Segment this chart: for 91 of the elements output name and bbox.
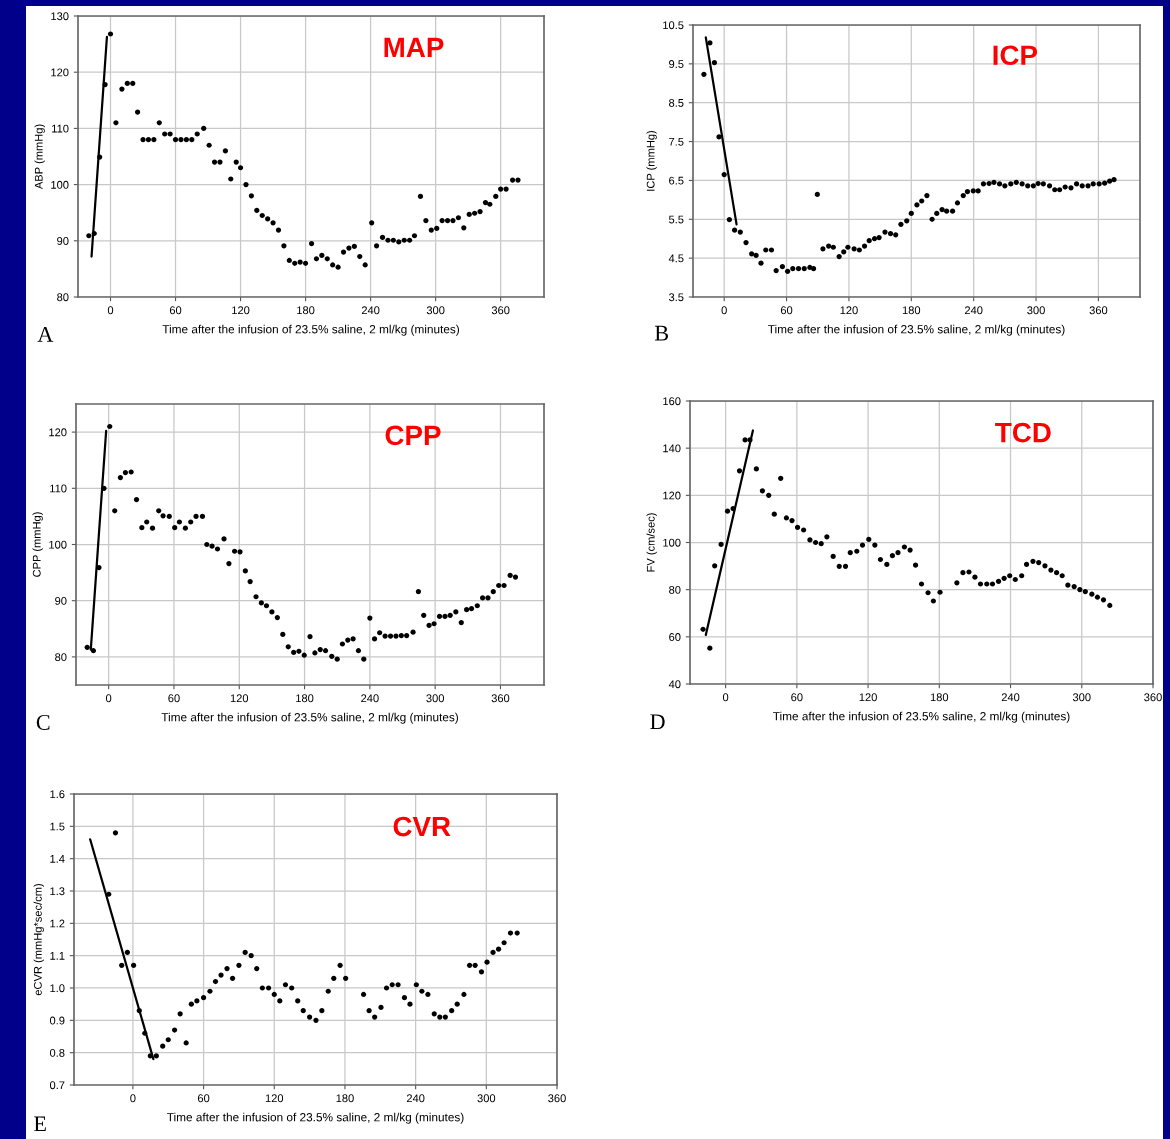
text: A <box>37 327 54 342</box>
y-tick-label: 1.4 <box>50 855 65 863</box>
x-axis-title: Time after the infusion of 23.5% saline, 2 ml/kg (minutes) <box>162 324 459 336</box>
x-axis-title: Time after the infusion of 23.5% saline, 2 ml/kg (minutes) <box>768 324 1065 336</box>
x-tick-label: 180 <box>297 306 315 315</box>
x-tick-label: 300 <box>1027 306 1045 315</box>
x-tick-label: 120 <box>230 694 249 703</box>
x-tick-label: 360 <box>491 306 510 315</box>
x-tick-label: 300 <box>426 306 445 315</box>
x-axis-title: Time after the infusion of 23.5% saline, 2 ml/kg (minutes) <box>773 711 1070 723</box>
y-axis-title: FV (cm/sec) <box>646 513 657 572</box>
x-tick-label: 120 <box>859 693 877 702</box>
text: MAP <box>384 37 444 57</box>
x-tick-label: 60 <box>197 1094 210 1103</box>
y-tick-label: 0.7 <box>49 1081 65 1090</box>
x-tick-label: 180 <box>296 694 314 703</box>
y-tick-label: 10.5 <box>663 21 684 30</box>
x-tick-label: 0 <box>721 306 727 315</box>
x-tick-label: 300 <box>1072 693 1091 702</box>
y-axis-title: ABP (mmHg) <box>34 124 45 190</box>
y-tick-label: 120 <box>663 491 681 500</box>
y-tick-label: 80 <box>57 293 69 302</box>
y-tick-label: 5.5 <box>668 215 684 224</box>
text: ICP <box>993 45 1038 66</box>
y-tick-label: 100 <box>51 180 69 189</box>
x-tick-label: 360 <box>1089 306 1108 315</box>
x-tick-label: 300 <box>477 1094 496 1103</box>
x-tick-label: 360 <box>548 1094 566 1103</box>
x-tick-label: 60 <box>791 693 803 702</box>
x-tick-label: 240 <box>964 306 983 315</box>
text: E <box>34 1116 46 1132</box>
text: CPP <box>385 425 441 446</box>
x-tick-label: 0 <box>107 306 114 315</box>
y-tick-label: 1.5 <box>50 822 65 831</box>
y-tick-label: 1.1 <box>50 952 65 960</box>
y-axis-title: CPP (mmHg) <box>32 512 43 577</box>
x-axis-title: Time after the infusion of 23.5% saline, 2 ml/kg (minutes) <box>167 1112 464 1124</box>
y-tick-label: 4.5 <box>668 254 684 263</box>
y-tick-label: 80 <box>55 653 67 662</box>
x-tick-label: 240 <box>361 306 380 315</box>
x-axis-title: Time after the infusion of 23.5% saline, 2 ml/kg (minutes) <box>161 712 458 724</box>
x-tick-label: 360 <box>1144 693 1162 702</box>
y-tick-label: 0.8 <box>49 1048 65 1057</box>
x-tick-label: 60 <box>168 694 180 703</box>
y-tick-label: 100 <box>663 538 681 547</box>
y-tick-label: 1.3 <box>50 887 65 896</box>
x-tick-label: 120 <box>840 306 858 315</box>
x-tick-label: 300 <box>426 694 444 703</box>
y-tick-label: 0.9 <box>49 1016 65 1025</box>
y-tick-label: 6.5 <box>669 176 684 185</box>
y-axis-title: eCVR (mmHg*sec/cm) <box>33 884 44 996</box>
y-tick-label: 3.5 <box>668 293 684 302</box>
y-tick-label: 1.0 <box>50 984 65 993</box>
x-tick-label: 180 <box>902 306 921 315</box>
x-tick-label: 180 <box>336 1094 354 1103</box>
x-tick-label: 240 <box>1001 693 1020 702</box>
y-tick-label: 80 <box>669 585 681 594</box>
y-tick-label: 110 <box>52 124 69 133</box>
y-tick-label: 120 <box>51 68 69 77</box>
x-tick-label: 180 <box>930 693 949 702</box>
x-tick-label: 360 <box>491 694 510 703</box>
x-tick-label: 0 <box>130 1094 136 1103</box>
y-tick-label: 110 <box>50 484 67 493</box>
y-tick-label: 160 <box>663 397 681 406</box>
y-tick-label: 140 <box>663 444 681 453</box>
x-tick-label: 120 <box>232 306 250 315</box>
x-tick-label: 0 <box>722 693 729 702</box>
text: C <box>36 714 50 730</box>
y-tick-label: 60 <box>669 633 681 641</box>
y-tick-label: 120 <box>49 428 67 437</box>
x-tick-label: 120 <box>265 1094 284 1103</box>
y-tick-label: 7.5 <box>669 137 684 146</box>
y-tick-label: 100 <box>49 540 67 549</box>
y-tick-label: 1.6 <box>50 790 65 799</box>
x-tick-label: 60 <box>780 306 793 315</box>
y-tick-label: 9.5 <box>669 60 684 68</box>
y-tick-label: 90 <box>55 596 67 605</box>
y-tick-label: 130 <box>51 12 69 21</box>
y-tick-label: 90 <box>57 237 69 245</box>
y-tick-label: 1.2 <box>50 919 65 928</box>
x-tick-label: 60 <box>169 306 182 315</box>
x-tick-label: 0 <box>106 694 112 703</box>
y-tick-label: 8.5 <box>669 98 684 107</box>
text: CVR <box>393 816 451 837</box>
x-tick-label: 240 <box>406 1094 425 1103</box>
x-tick-label: 240 <box>361 694 379 703</box>
y-axis-title: ICP (mmHg) <box>646 130 657 191</box>
text: B <box>654 325 669 341</box>
text: D <box>650 714 665 730</box>
y-tick-label: 40 <box>668 680 681 689</box>
text: TCD <box>995 422 1051 443</box>
